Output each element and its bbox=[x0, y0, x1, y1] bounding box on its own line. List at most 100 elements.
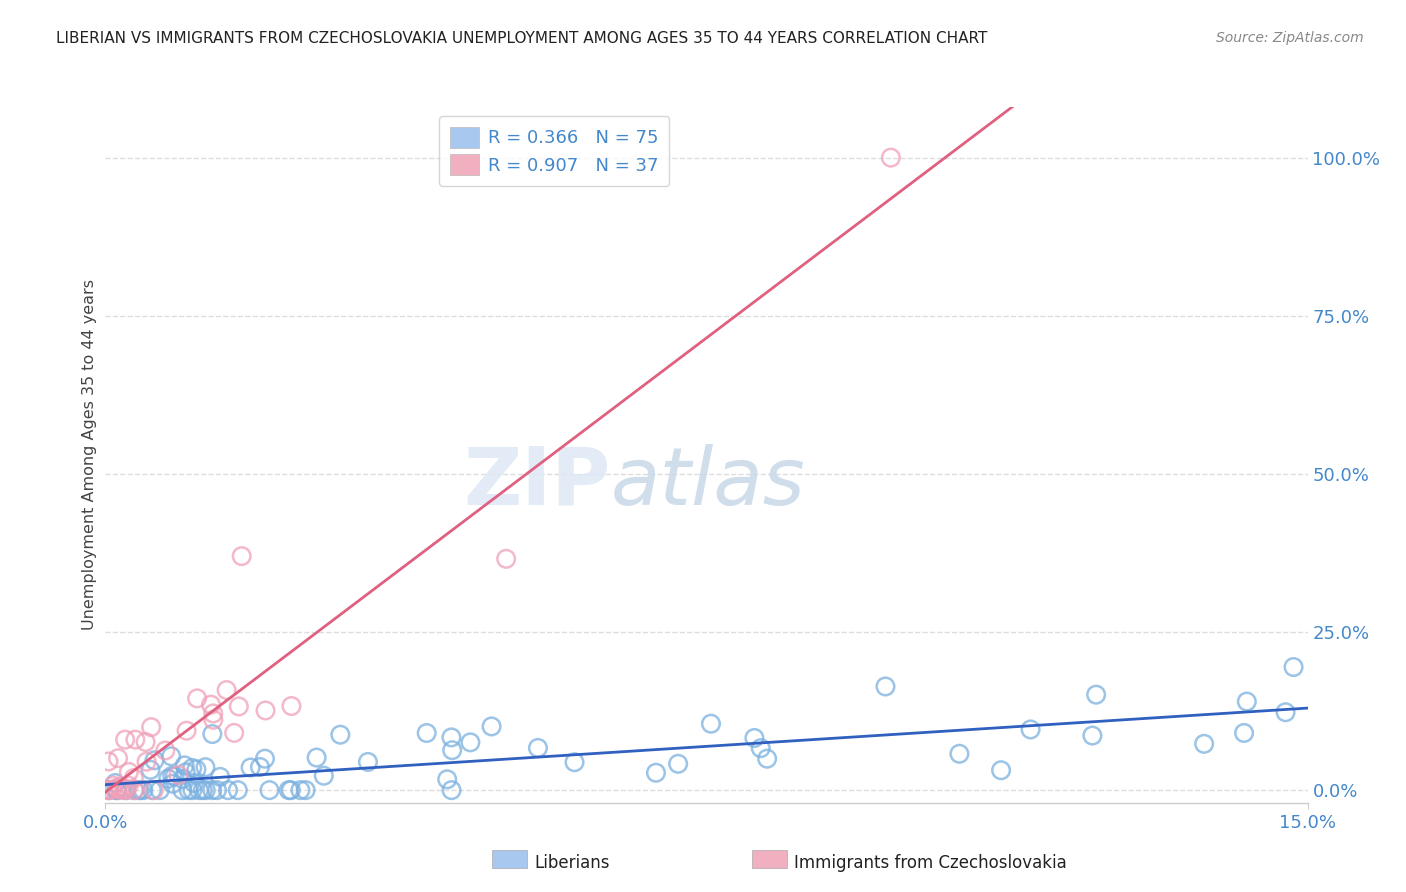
Point bbox=[104, 776, 127, 790]
Point bbox=[1019, 723, 1042, 737]
Point bbox=[97, 783, 120, 797]
Point bbox=[280, 783, 302, 797]
Point bbox=[128, 783, 150, 797]
Point bbox=[135, 735, 157, 749]
Point bbox=[105, 783, 128, 797]
Point bbox=[132, 783, 155, 797]
Point bbox=[194, 783, 217, 797]
Point bbox=[441, 743, 464, 757]
Legend: R = 0.366   N = 75, R = 0.907   N = 37: R = 0.366 N = 75, R = 0.907 N = 37 bbox=[439, 116, 669, 186]
Point bbox=[564, 755, 586, 769]
Point bbox=[290, 783, 312, 797]
Point bbox=[280, 698, 302, 713]
Point bbox=[155, 743, 177, 757]
Point bbox=[666, 756, 689, 771]
Point bbox=[460, 735, 482, 749]
Point bbox=[194, 760, 217, 774]
Point bbox=[129, 783, 152, 797]
Point bbox=[191, 783, 214, 797]
Point bbox=[415, 726, 437, 740]
Point bbox=[1233, 726, 1256, 740]
Point bbox=[97, 755, 120, 769]
Point bbox=[135, 755, 157, 769]
Point bbox=[186, 763, 208, 777]
Point bbox=[436, 772, 458, 787]
Point bbox=[141, 783, 163, 797]
Point bbox=[1274, 705, 1296, 719]
Point bbox=[177, 783, 200, 797]
Point bbox=[160, 769, 183, 783]
Point bbox=[141, 720, 163, 734]
Point bbox=[149, 783, 172, 797]
Point bbox=[259, 783, 281, 797]
Point bbox=[110, 783, 132, 797]
Point bbox=[880, 151, 903, 165]
Point bbox=[202, 706, 225, 721]
Point bbox=[114, 732, 136, 747]
Point bbox=[105, 781, 128, 796]
Point bbox=[226, 783, 249, 797]
Point bbox=[115, 783, 138, 797]
Point bbox=[101, 779, 124, 793]
Text: Immigrants from Czechoslovakia: Immigrants from Czechoslovakia bbox=[794, 854, 1067, 871]
Point bbox=[231, 549, 253, 563]
Point bbox=[107, 751, 129, 765]
Point bbox=[172, 772, 194, 786]
Point bbox=[205, 783, 228, 797]
Text: Source: ZipAtlas.com: Source: ZipAtlas.com bbox=[1216, 31, 1364, 45]
Point bbox=[645, 765, 668, 780]
Point bbox=[202, 713, 225, 727]
Point bbox=[990, 764, 1012, 778]
Text: LIBERIAN VS IMMIGRANTS FROM CZECHOSLOVAKIA UNEMPLOYMENT AMONG AGES 35 TO 44 YEAR: LIBERIAN VS IMMIGRANTS FROM CZECHOSLOVAK… bbox=[56, 31, 987, 46]
Point bbox=[201, 727, 224, 741]
Point bbox=[253, 752, 276, 766]
Point bbox=[948, 747, 970, 761]
Point bbox=[312, 769, 335, 783]
Point bbox=[101, 782, 124, 797]
Point bbox=[875, 680, 897, 694]
Point bbox=[143, 753, 166, 767]
Point bbox=[98, 783, 121, 797]
Point bbox=[254, 703, 277, 717]
Point bbox=[163, 769, 186, 783]
Point bbox=[440, 783, 463, 797]
Point bbox=[122, 771, 145, 785]
Point bbox=[105, 783, 128, 797]
Point bbox=[1192, 737, 1215, 751]
Point bbox=[173, 758, 195, 772]
Point bbox=[215, 683, 238, 698]
Point bbox=[527, 740, 550, 755]
Point bbox=[118, 764, 141, 779]
Point bbox=[157, 772, 180, 786]
Point bbox=[329, 728, 352, 742]
Point bbox=[108, 780, 131, 794]
Point bbox=[122, 783, 145, 797]
Point bbox=[122, 783, 145, 797]
Point bbox=[176, 723, 198, 738]
Point bbox=[142, 783, 165, 797]
Text: atlas: atlas bbox=[610, 443, 806, 522]
Y-axis label: Unemployment Among Ages 35 to 44 years: Unemployment Among Ages 35 to 44 years bbox=[82, 279, 97, 631]
Point bbox=[249, 760, 271, 774]
Point bbox=[174, 765, 197, 780]
Point bbox=[1085, 688, 1108, 702]
Text: Liberians: Liberians bbox=[534, 854, 610, 871]
Point bbox=[188, 783, 211, 797]
Point bbox=[744, 731, 766, 745]
Point bbox=[1236, 694, 1258, 708]
Point bbox=[209, 770, 232, 784]
Point bbox=[228, 699, 250, 714]
Point bbox=[305, 750, 328, 764]
Point bbox=[756, 752, 779, 766]
Point bbox=[700, 716, 723, 731]
Point bbox=[118, 779, 141, 793]
Text: ZIP: ZIP bbox=[463, 443, 610, 522]
Point bbox=[115, 783, 138, 797]
Point bbox=[224, 726, 246, 740]
Point bbox=[277, 783, 299, 797]
Point bbox=[201, 783, 224, 797]
Point bbox=[183, 776, 205, 790]
Point bbox=[181, 783, 204, 797]
Point bbox=[162, 777, 184, 791]
Point bbox=[1081, 729, 1104, 743]
